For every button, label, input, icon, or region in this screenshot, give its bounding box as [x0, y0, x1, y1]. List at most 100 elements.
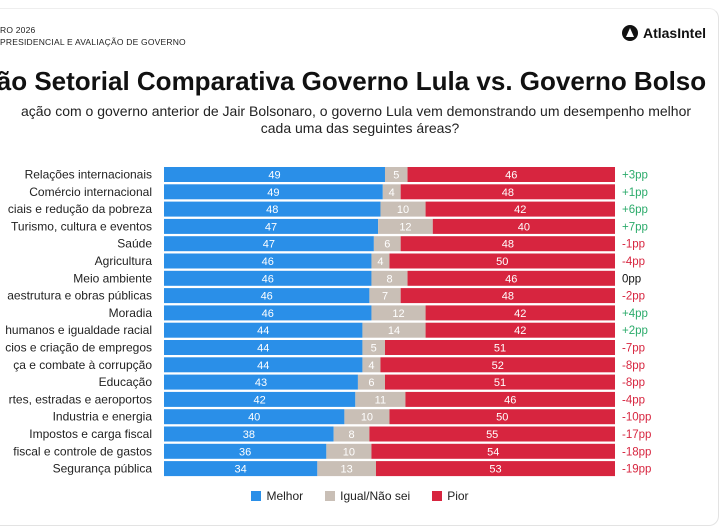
data-label-melhor: 40: [248, 412, 260, 424]
data-label-igual: 4: [389, 187, 395, 199]
category-label: rtes, estradas e aeroportos: [9, 392, 152, 406]
data-label-igual: 8: [348, 429, 354, 441]
legend-item-igual: Igual/Não sei: [325, 489, 410, 503]
data-label-igual: 10: [397, 204, 409, 216]
data-label-pior: 52: [492, 360, 504, 372]
chart-title: ação Setorial Comparativa Governo Lula v…: [0, 66, 707, 96]
data-label-melhor: 44: [257, 343, 269, 355]
bar-segment-pior: [407, 270, 615, 286]
data-label-melhor: 46: [261, 291, 273, 303]
legend-swatch-igual: [325, 491, 336, 501]
data-label-igual: 11: [375, 394, 386, 406]
card-frame: [0, 8, 719, 526]
data-label-igual: 14: [388, 325, 400, 337]
category-label: fiscal e controle de gastos: [13, 444, 152, 458]
net-change-label: -17pp: [622, 429, 651, 441]
data-label-igual: 6: [368, 377, 374, 389]
legend-item-melhor: Melhor: [251, 489, 303, 503]
bar-segment-igual: [371, 305, 426, 321]
data-label-igual: 6: [384, 239, 390, 251]
bar-segment-igual: [344, 409, 390, 425]
bar-segment-pior: [407, 167, 615, 182]
bar-segment-igual: [371, 253, 390, 269]
legend-item-pior: Pior: [432, 489, 469, 503]
data-label-igual: 4: [368, 360, 374, 372]
category-label: ça e combate à corrupção: [13, 358, 152, 372]
subtitle-line-2: cada uma das seguintes áreas?: [260, 120, 460, 136]
bar-segment-melhor: [164, 391, 356, 407]
bar-segment-pior: [400, 236, 615, 252]
data-label-melhor: 46: [262, 256, 274, 268]
category-label: ciais e redução da pobreza: [8, 202, 152, 216]
data-label-pior: 50: [496, 256, 508, 268]
category-label: humanos e igualdade racial: [5, 323, 152, 337]
bar-segment-melhor: [164, 409, 345, 425]
data-label-melhor: 49: [268, 170, 280, 182]
net-change-label: +1pp: [622, 187, 648, 199]
data-label-igual: 10: [343, 446, 355, 458]
data-label-melhor: 43: [255, 377, 267, 389]
data-label-pior: 50: [496, 412, 508, 424]
net-change-label: -7pp: [622, 343, 645, 355]
bar-segment-igual: [384, 167, 408, 182]
bar-segment-melhor: [164, 236, 374, 252]
bar-segment-melhor: [164, 374, 358, 390]
category-label: Educação: [99, 375, 153, 389]
chart-legend: Melhor Igual/Não sei Pior: [0, 489, 720, 503]
header-meta: RO 2026 PRESIDENCIAL E AVALIAÇÃO DE GOVE…: [0, 24, 186, 48]
data-label-melhor: 48: [266, 204, 278, 216]
data-label-melhor: 34: [235, 464, 247, 476]
bar-segment-melhor: [164, 288, 370, 304]
data-label-melhor: 46: [262, 273, 274, 285]
bar-segment-pior: [375, 461, 615, 477]
bar-segment-igual: [355, 391, 406, 407]
bar-segment-pior: [389, 409, 615, 425]
data-label-igual: 5: [371, 343, 377, 355]
data-label-pior: 42: [514, 325, 526, 337]
bar-segment-melhor: [164, 357, 363, 373]
category-label: Meio ambiente: [73, 271, 152, 285]
bar-segment-pior: [405, 391, 615, 407]
bar-segment-pior: [432, 218, 615, 234]
net-change-label: -4pp: [622, 394, 645, 406]
brand-name: AtlasIntel: [642, 25, 706, 41]
bar-segment-pior: [371, 443, 615, 459]
bar-segment-melhor: [164, 443, 327, 459]
net-change-label: +2pp: [622, 325, 648, 337]
net-change-label: +4pp: [622, 308, 648, 320]
legend-label-melhor: Melhor: [266, 489, 304, 503]
header-line-2: PRESIDENCIAL E AVALIAÇÃO DE GOVERNO: [0, 37, 186, 47]
bar-segment-igual: [362, 322, 426, 338]
category-label: Comércio internacional: [29, 185, 152, 199]
net-change-label: -1pp: [622, 239, 645, 251]
net-change-label: +6pp: [622, 204, 648, 216]
net-change-label: -18pp: [622, 446, 651, 458]
category-label: Moradia: [109, 306, 153, 320]
bar-segment-melhor: [164, 322, 363, 338]
header-line-1: RO 2026: [0, 25, 36, 35]
bar-segment-igual: [357, 374, 385, 390]
bar-segment-igual: [362, 340, 385, 355]
bar-segment-melhor: [164, 305, 372, 321]
legend-swatch-melhor: [251, 491, 262, 501]
bar-segment-melhor: [164, 426, 334, 442]
bar-segment-melhor: [164, 218, 379, 234]
legend-swatch-pior: [432, 491, 443, 501]
data-label-igual: 12: [399, 221, 411, 233]
bar-segment-igual: [362, 357, 381, 373]
net-change-label: 0pp: [622, 273, 641, 285]
data-label-melhor: 47: [263, 239, 275, 251]
data-label-melhor: 44: [257, 360, 269, 372]
data-label-igual: 4: [377, 256, 383, 268]
bar-segment-igual: [369, 288, 401, 304]
data-label-melhor: 46: [262, 308, 274, 320]
bar-segment-pior: [384, 374, 615, 390]
data-label-pior: 51: [494, 377, 506, 389]
category-label: Agricultura: [95, 254, 153, 268]
net-change-label: -8pp: [622, 377, 645, 389]
atlas-logo-icon: [621, 25, 638, 41]
bar-segment-igual: [317, 461, 376, 477]
data-label-pior: 53: [489, 464, 501, 476]
bar-segment-igual: [380, 201, 426, 217]
